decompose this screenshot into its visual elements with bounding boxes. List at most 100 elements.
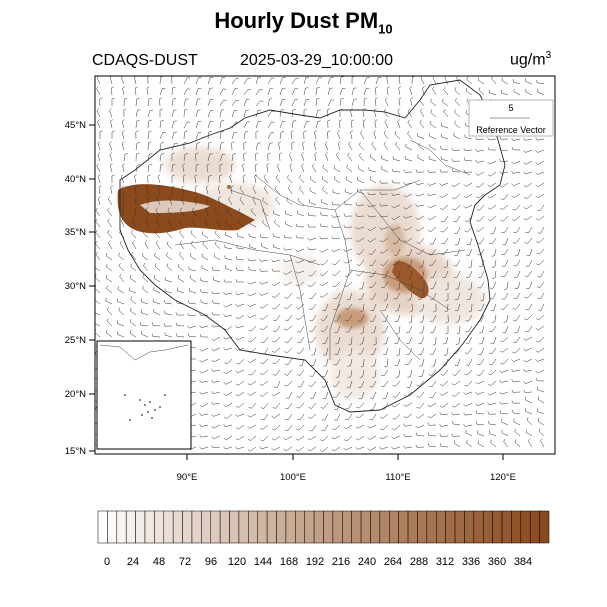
- wind-barb: [142, 255, 149, 261]
- wind-barb-flag: [288, 185, 291, 189]
- wind-barb: [299, 336, 305, 344]
- wind-barb: [384, 303, 389, 311]
- wind-barb: [455, 369, 461, 376]
- wind-barb: [477, 402, 485, 407]
- wind-barb: [200, 314, 209, 317]
- colorbar-label: 168: [280, 556, 298, 568]
- wind-barb-flag: [403, 404, 407, 407]
- wind-barb-flag: [391, 228, 394, 231]
- wind-barb: [321, 281, 329, 287]
- wind-barb: [228, 198, 233, 206]
- wind-barb-flag: [223, 393, 227, 396]
- wind-barb: [361, 391, 365, 399]
- wind-barb-flag: [489, 242, 493, 245]
- wind-barb: [325, 347, 329, 355]
- svg-text:110°E: 110°E: [385, 472, 410, 483]
- colorbar-box: [436, 510, 446, 544]
- wind-barb-flag: [445, 288, 449, 291]
- wind-barb: [159, 121, 162, 129]
- wind-barb: [321, 248, 329, 253]
- wind-barb: [121, 121, 125, 129]
- wind-barb: [313, 143, 317, 151]
- wind-barb-flag: [248, 329, 252, 332]
- wind-barb: [309, 259, 317, 263]
- wind-barb: [406, 237, 413, 243]
- wind-barb-flag: [235, 370, 238, 373]
- wind-barb: [453, 423, 461, 426]
- wind-barb: [324, 424, 329, 432]
- wind-barb: [110, 187, 113, 195]
- wind-barb: [470, 259, 473, 268]
- wind-barb: [311, 270, 317, 277]
- wind-barb: [410, 270, 413, 278]
- wind-barb-flag: [375, 86, 379, 89]
- wind-barb: [206, 165, 209, 173]
- wind-barb: [458, 281, 461, 289]
- wind-barb: [287, 413, 293, 420]
- wind-barb-flag: [105, 253, 108, 257]
- wind-barb-flag: [535, 172, 538, 175]
- wind-barb-flag: [511, 379, 514, 383]
- colorbar-box: [182, 510, 193, 544]
- wind-barb: [373, 303, 377, 311]
- wind-barb: [494, 248, 497, 256]
- wind-barb-flag: [371, 141, 374, 145]
- wind-barb: [274, 222, 281, 228]
- wind-barb: [231, 78, 237, 85]
- wind-barb-flag: [110, 119, 114, 122]
- wind-barb: [207, 121, 211, 129]
- wind-barb: [299, 391, 305, 398]
- colorbar-box: [482, 510, 493, 544]
- wind-barb-flag: [427, 169, 430, 173]
- wind-barb: [464, 149, 473, 151]
- wind-barb-flag: [154, 230, 157, 234]
- wind-barb: [291, 78, 297, 85]
- wind-barb: [334, 259, 341, 266]
- wind-barb-flag: [511, 195, 515, 198]
- wind-barb-flag: [427, 230, 431, 232]
- wind-barb: [409, 248, 413, 256]
- wind-barb: [421, 358, 425, 366]
- wind-barb: [274, 391, 281, 397]
- wind-barb: [398, 88, 401, 96]
- units-label: ug/m3: [510, 50, 552, 69]
- wind-barb-flag: [177, 275, 179, 279]
- wind-barb: [360, 314, 365, 322]
- wind-barb-flag: [351, 119, 355, 122]
- wind-barb-flag: [136, 152, 140, 155]
- wind-barb: [360, 380, 365, 388]
- wind-barb-flag: [247, 438, 251, 441]
- wind-barb: [106, 266, 113, 272]
- wind-barb-flag: [512, 219, 516, 221]
- wind-barb-flag: [455, 321, 459, 323]
- wind-barb: [362, 303, 365, 311]
- wind-barb-flag: [231, 141, 235, 144]
- wind-barb: [122, 88, 125, 96]
- wind-barb: [178, 266, 185, 272]
- wind-barb: [537, 182, 545, 188]
- wind-barb: [457, 292, 461, 300]
- wind-barb: [286, 325, 293, 331]
- wind-barb: [525, 432, 533, 437]
- wind-barb: [98, 187, 101, 195]
- wind-barb-flag: [535, 328, 539, 331]
- colorbar-label: 96: [205, 556, 217, 568]
- wind-barb-flag: [260, 439, 264, 442]
- wind-barb-flag: [271, 121, 275, 123]
- wind-barb: [191, 209, 197, 217]
- svg-text:30°N: 30°N: [65, 281, 86, 292]
- wind-barb: [106, 309, 113, 316]
- wind-barb-flag: [439, 433, 442, 437]
- wind-barb-flag: [260, 100, 264, 102]
- wind-barb-flag: [320, 439, 324, 442]
- wind-barb: [97, 121, 101, 129]
- wind-barb-flag: [226, 208, 228, 212]
- wind-barb: [421, 347, 425, 355]
- wind-barb-flag: [316, 87, 320, 89]
- wind-barb: [219, 175, 221, 184]
- wind-barb: [382, 413, 389, 419]
- wind-barb-flag: [511, 183, 514, 186]
- wind-barb: [469, 292, 473, 300]
- wind-barb-flag: [118, 263, 121, 267]
- wind-barb: [357, 237, 365, 243]
